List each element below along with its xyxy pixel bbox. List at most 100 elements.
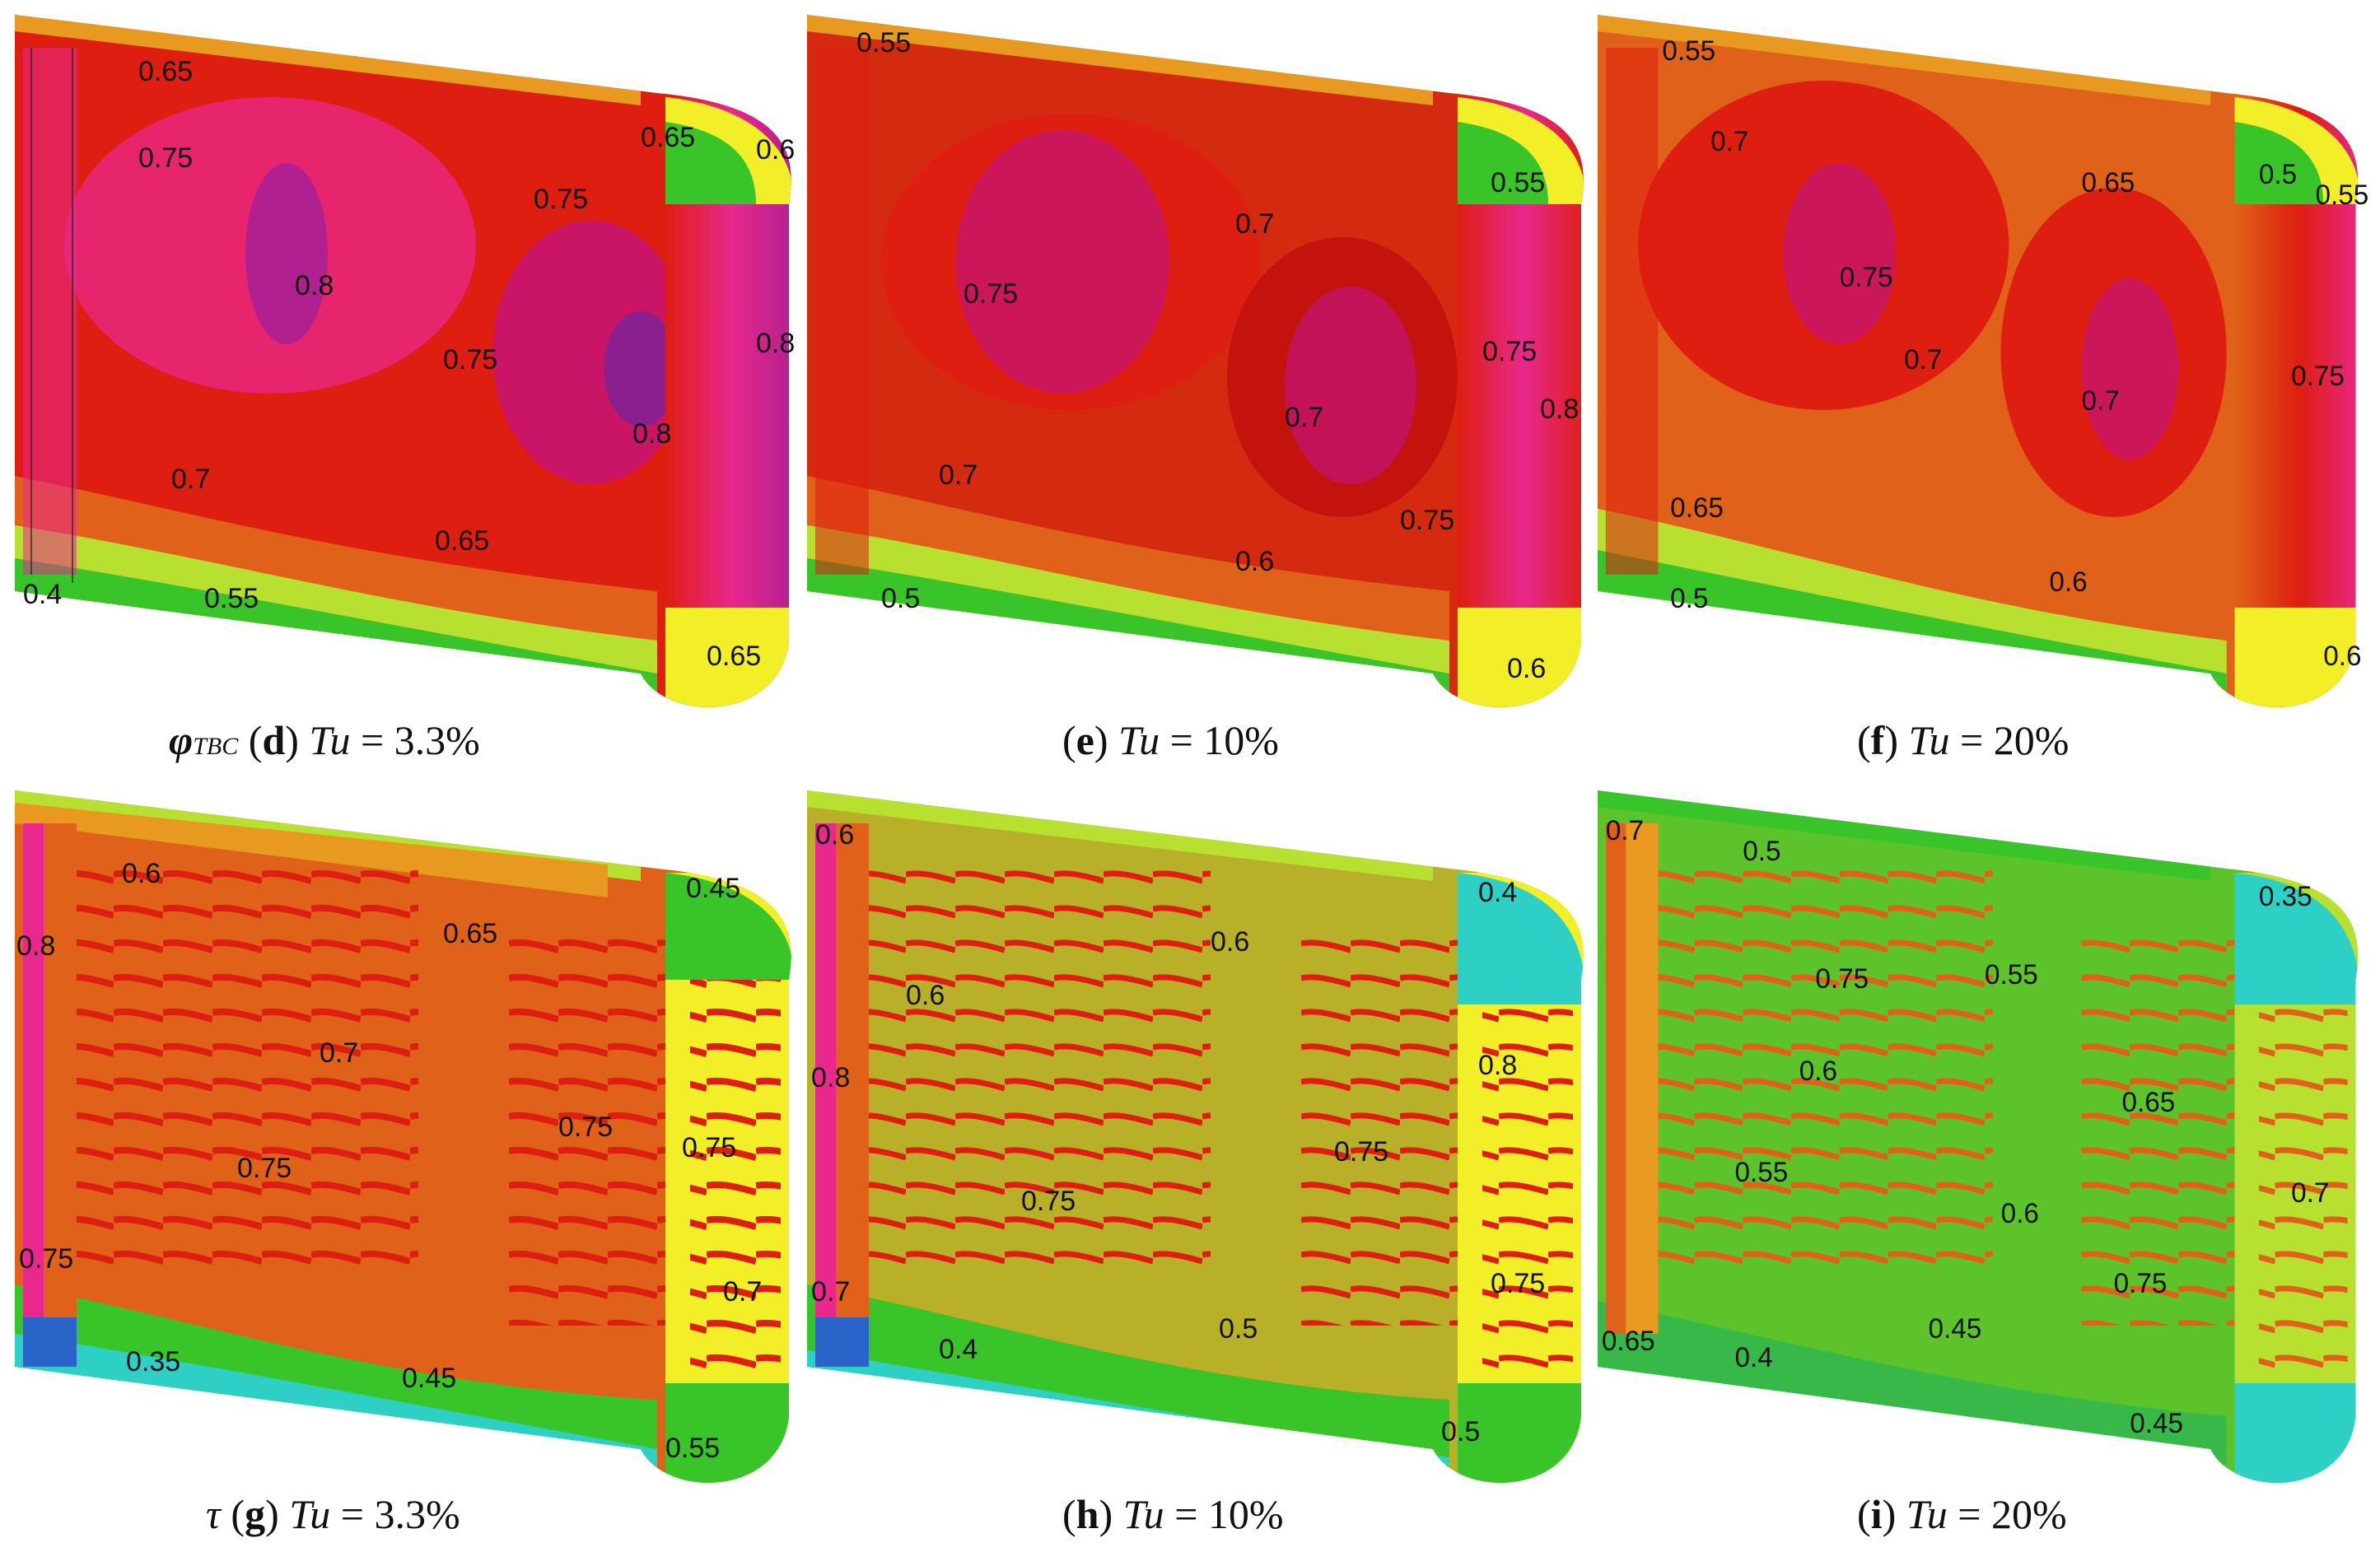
- caption-subscript: TBC: [193, 733, 239, 760]
- contour-label: 0.8: [1478, 1050, 1517, 1081]
- caption-equals: =: [1160, 717, 1204, 763]
- caption-variable: Tu: [1908, 717, 1950, 763]
- contour-label: 0.4: [939, 1334, 978, 1365]
- contour-label: 0.7: [811, 1276, 850, 1307]
- caption-value: 20%: [1993, 717, 2070, 763]
- contour-label: 0.7: [1606, 816, 1644, 846]
- contour-label: 0.45: [686, 873, 740, 904]
- caption-d: φTBC (d) Tu = 3.3%: [169, 717, 480, 763]
- contour-label: 0.65: [2121, 1088, 2175, 1118]
- contour-label: 0.75: [1400, 505, 1454, 536]
- contour-label: 0.7: [1235, 208, 1274, 240]
- contour-label: 0.45: [2130, 1409, 2183, 1439]
- contour-label: 0.65: [641, 122, 695, 153]
- contour-label: 0.75: [1334, 1136, 1388, 1168]
- caption-f: (f) Tu = 20%: [1857, 717, 2070, 763]
- caption-variable: Tu: [1906, 1491, 1948, 1537]
- contour-label: 0.55: [2315, 180, 2368, 211]
- contour-panel-g: 0.6 0.65 0.8 0.7 0.75 0.75 0.75 0.75 0.3…: [15, 790, 805, 1490]
- caption-value: 3.3%: [374, 1491, 460, 1537]
- contour-label: 0.65: [435, 525, 489, 557]
- contour-label: 0.7: [939, 459, 978, 491]
- contour-label: 0.55: [1985, 960, 2038, 990]
- contour-label: 0.75: [1491, 1268, 1545, 1299]
- caption-equals: =: [1949, 717, 1994, 763]
- contour-label: 0.7: [2082, 386, 2120, 417]
- caption-value: 10%: [1207, 1491, 1284, 1537]
- contour-label: 0.4: [1478, 877, 1517, 908]
- contour-label: 0.75: [558, 1112, 613, 1143]
- contour-label: 0.65: [138, 56, 193, 87]
- contour-label: 0.75: [1815, 964, 1869, 995]
- contour-panel-f: 0.55 0.7 0.75 0.7 0.65 0.7 0.6 0.65 0.5 …: [1598, 15, 2372, 715]
- contour-label: 0.35: [126, 1346, 180, 1377]
- contour-label: 0.8: [16, 930, 55, 962]
- contour-label: 0.8: [811, 1062, 850, 1093]
- contour-label: 0.7: [723, 1276, 762, 1307]
- contour-label: 0.6: [122, 858, 161, 889]
- contour-label: 0.8: [632, 418, 671, 450]
- contour-label: 0.65: [1602, 1326, 1655, 1357]
- caption-equals: =: [1947, 1491, 1991, 1537]
- contour-label: 0.5: [1441, 1416, 1480, 1447]
- caption-g: τ (g) Tu = 3.3%: [206, 1491, 460, 1537]
- contour-label: 0.6: [1235, 546, 1274, 577]
- caption-variable: Tu: [1118, 717, 1160, 763]
- contour-label: 0.55: [1734, 1158, 1788, 1188]
- caption-h: (h) Tu = 10%: [1062, 1491, 1284, 1537]
- contour-label: 0.65: [707, 641, 761, 672]
- contour-panel-e: 0.55 0.75 0.7 0.7 0.7 0.75 0.6 0.5 0.55 …: [807, 15, 1598, 715]
- caption-symbol: φ: [169, 717, 194, 763]
- caption-letter: e: [1076, 717, 1094, 763]
- caption-letter: d: [262, 717, 286, 763]
- caption-equals: =: [350, 717, 394, 763]
- caption-value: 3.3%: [394, 717, 480, 763]
- contour-label: 0.75: [1482, 336, 1537, 367]
- contour-panel-h: 0.6 0.6 0.6 0.8 0.75 0.75 0.7 0.4 0.5 0.…: [807, 790, 1598, 1490]
- caption-letter: i: [1870, 1491, 1883, 1537]
- contour-label: 0.55: [1491, 167, 1545, 198]
- contour-label: 0.7: [1710, 127, 1748, 157]
- contour-label: 0.55: [856, 27, 911, 58]
- contour-label: 0.75: [2114, 1269, 2168, 1299]
- contour-label: 0.7: [171, 464, 210, 495]
- contour-label: 0.6: [2001, 1199, 2039, 1229]
- contour-panel-d: 0.65 0.75 0.8 0.75 0.75 0.7 0.65 0.55 0.…: [15, 15, 805, 715]
- contour-label: 0.75: [19, 1243, 73, 1275]
- contour-label: 0.6: [1799, 1056, 1837, 1087]
- contour-label: 0.75: [1840, 263, 1893, 293]
- contour-label: 0.5: [1743, 837, 1780, 867]
- caption-letter: f: [1870, 717, 1885, 763]
- contour-label: 0.45: [402, 1363, 456, 1394]
- contour-label: 0.55: [204, 583, 259, 614]
- contour-label: 0.7: [2291, 1178, 2329, 1209]
- contour-label: 0.6: [1507, 653, 1546, 684]
- contour-label: 0.8: [756, 328, 795, 359]
- contour-label: 0.7: [320, 1037, 358, 1069]
- contour-label: 0.8: [1540, 394, 1579, 425]
- contour-label: 0.55: [665, 1433, 720, 1464]
- caption-i: (i) Tu = 20%: [1857, 1491, 2067, 1537]
- contour-label: 0.75: [2291, 361, 2345, 392]
- caption-equals: =: [1164, 1491, 1208, 1537]
- contour-label: 0.4: [23, 579, 62, 610]
- contour-label: 0.65: [1670, 493, 1724, 524]
- contour-label: 0.6: [906, 980, 945, 1011]
- caption-variable: Tu: [1122, 1491, 1164, 1537]
- contour-label: 0.75: [237, 1153, 292, 1184]
- contour-label: 0.75: [443, 344, 497, 375]
- contour-label: 0.75: [1021, 1186, 1076, 1217]
- contour-label: 0.75: [964, 278, 1018, 310]
- caption-equals: =: [330, 1491, 375, 1537]
- contour-label: 0.8: [295, 270, 334, 301]
- contour-label: 0.75: [534, 184, 588, 215]
- caption-variable: Tu: [309, 717, 351, 763]
- contour-label: 0.5: [1219, 1313, 1258, 1345]
- contour-label: 0.7: [1904, 345, 1942, 375]
- contour-label: 0.75: [138, 142, 193, 174]
- contour-label: 0.65: [443, 918, 497, 949]
- caption-letter: g: [245, 1491, 266, 1537]
- contour-label: 0.5: [881, 583, 920, 614]
- contour-label: 0.75: [682, 1132, 736, 1163]
- contour-label: 0.6: [2049, 567, 2087, 598]
